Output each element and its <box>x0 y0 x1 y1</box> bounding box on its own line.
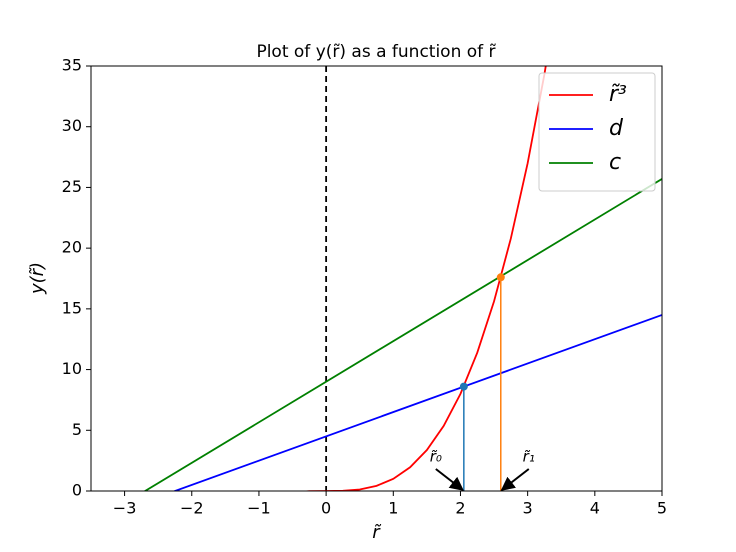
x-tick-label: 3 <box>523 499 533 518</box>
intersection-point <box>496 273 505 282</box>
axes-frame <box>90 65 663 492</box>
x-tick-label: 4 <box>590 499 600 518</box>
series-line <box>300 66 547 491</box>
annotation-arrow <box>435 468 464 491</box>
x-tick-label: 5 <box>657 499 667 518</box>
x-tick-label: 1 <box>388 499 398 518</box>
legend-label: c <box>609 150 621 175</box>
annotation-arrow <box>500 468 530 491</box>
legend-box <box>538 72 656 192</box>
x-tick-label: −3 <box>113 499 137 518</box>
y-tick-label: 15 <box>62 298 82 317</box>
intersection-point <box>459 382 468 391</box>
y-tick-label: 0 <box>72 481 82 500</box>
x-tick-label: 0 <box>321 499 331 518</box>
chart-title: Plot of y(r̃) as a function of r̃ <box>256 42 496 62</box>
x-tick-label: 2 <box>455 499 465 518</box>
legend-label: d <box>609 116 624 141</box>
annotation-label: r̃₀ <box>430 448 442 466</box>
y-tick-label: 35 <box>62 56 82 75</box>
legend-label: r̃³ <box>609 82 627 107</box>
y-axis-label: y(r̃) <box>27 262 48 295</box>
series-line <box>172 314 662 491</box>
y-tick-label: 20 <box>62 238 82 257</box>
y-tick-label: 10 <box>62 359 82 378</box>
series-line <box>143 178 662 491</box>
annotation-label: r̃₁ <box>523 448 535 466</box>
x-axis-label: r̃ <box>372 522 382 543</box>
plot-area <box>143 66 662 491</box>
x-tick-label: −2 <box>180 499 204 518</box>
x-tick-label: −1 <box>247 499 271 518</box>
y-tick-label: 5 <box>72 420 82 439</box>
y-tick-label: 25 <box>62 177 82 196</box>
y-tick-label: 30 <box>62 116 82 135</box>
